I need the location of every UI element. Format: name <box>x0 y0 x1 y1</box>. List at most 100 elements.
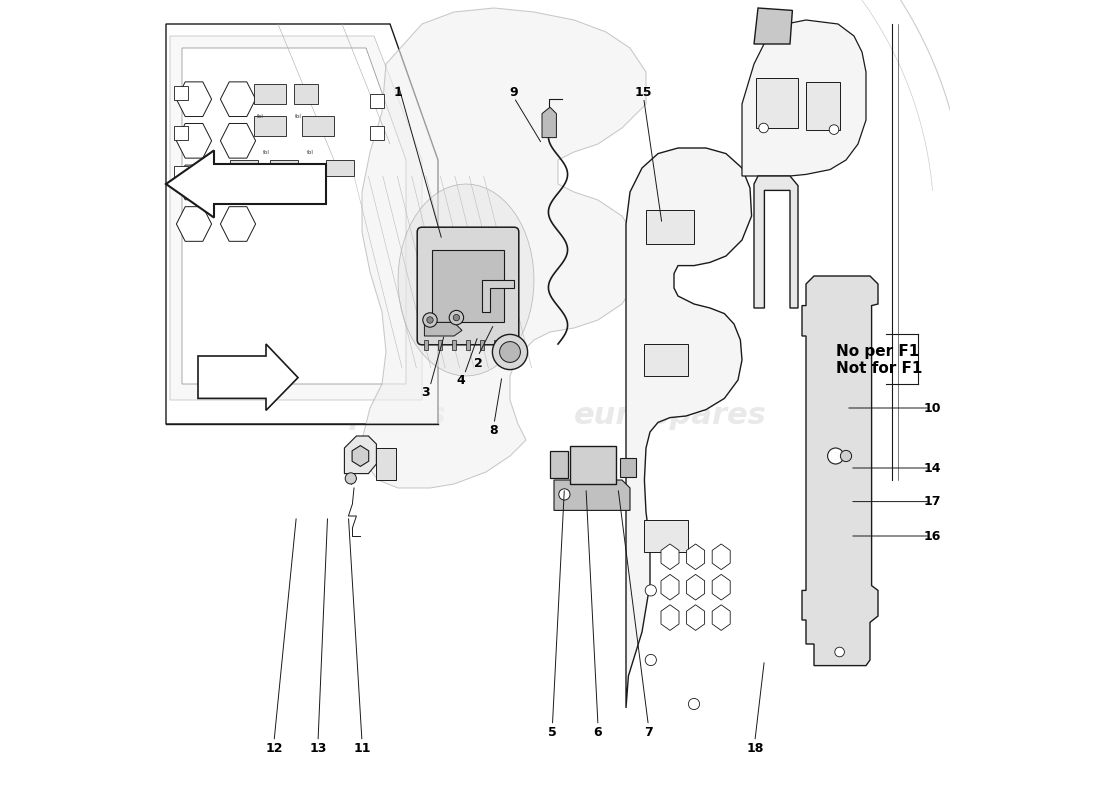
Text: 5: 5 <box>548 726 557 738</box>
Bar <box>294 84 318 104</box>
Polygon shape <box>482 280 514 312</box>
Polygon shape <box>802 276 878 666</box>
Circle shape <box>840 450 851 462</box>
Polygon shape <box>661 574 679 600</box>
Circle shape <box>345 473 356 484</box>
Bar <box>570 446 616 484</box>
Text: 13: 13 <box>309 742 327 754</box>
Bar <box>230 160 258 176</box>
Polygon shape <box>754 8 792 44</box>
Bar <box>326 160 354 176</box>
Polygon shape <box>220 82 255 117</box>
Polygon shape <box>166 24 438 424</box>
Bar <box>254 116 286 136</box>
Circle shape <box>449 310 463 325</box>
Bar <box>254 84 286 104</box>
Text: 15: 15 <box>635 86 652 98</box>
Polygon shape <box>712 544 730 570</box>
Polygon shape <box>170 36 422 400</box>
Bar <box>806 82 839 130</box>
Text: 2: 2 <box>474 358 483 370</box>
Text: 18: 18 <box>746 742 763 754</box>
Polygon shape <box>352 446 368 466</box>
Polygon shape <box>425 322 462 336</box>
Circle shape <box>559 489 570 500</box>
Bar <box>465 340 471 350</box>
Polygon shape <box>344 436 376 474</box>
Bar <box>174 126 188 140</box>
Circle shape <box>759 123 769 133</box>
Bar <box>370 94 384 108</box>
Polygon shape <box>686 574 705 600</box>
Text: 9: 9 <box>509 86 518 98</box>
FancyBboxPatch shape <box>417 227 519 345</box>
Text: 7: 7 <box>644 726 652 738</box>
Text: 8: 8 <box>490 424 498 437</box>
Polygon shape <box>661 544 679 570</box>
Polygon shape <box>182 48 406 384</box>
Circle shape <box>499 342 520 362</box>
Bar <box>270 160 298 176</box>
Polygon shape <box>220 165 255 200</box>
Polygon shape <box>176 206 211 242</box>
Text: 12: 12 <box>265 742 283 754</box>
Text: 6: 6 <box>594 726 603 738</box>
Polygon shape <box>754 176 798 308</box>
Polygon shape <box>712 605 730 630</box>
Text: fol: fol <box>257 114 264 118</box>
FancyBboxPatch shape <box>431 250 505 322</box>
Circle shape <box>689 698 700 710</box>
Text: 4: 4 <box>456 374 465 386</box>
Text: No per F1
Not for F1: No per F1 Not for F1 <box>836 344 923 376</box>
Polygon shape <box>198 344 298 410</box>
Bar <box>757 78 798 128</box>
Circle shape <box>453 314 460 321</box>
Bar <box>370 126 384 140</box>
Bar <box>480 340 484 350</box>
Polygon shape <box>176 123 211 158</box>
Text: 17: 17 <box>924 495 942 508</box>
Polygon shape <box>626 148 751 708</box>
Bar <box>550 451 568 478</box>
Polygon shape <box>176 165 211 200</box>
Polygon shape <box>362 8 646 488</box>
Polygon shape <box>712 574 730 600</box>
Circle shape <box>646 654 657 666</box>
Polygon shape <box>220 123 255 158</box>
Text: 10: 10 <box>924 402 942 414</box>
Circle shape <box>427 317 433 323</box>
Bar <box>174 166 188 180</box>
Polygon shape <box>686 605 705 630</box>
Polygon shape <box>542 107 557 138</box>
Text: 3: 3 <box>421 386 430 398</box>
Text: eurospares: eurospares <box>254 402 447 430</box>
Polygon shape <box>554 480 630 510</box>
Bar <box>645 520 689 552</box>
Circle shape <box>646 585 657 596</box>
Circle shape <box>827 448 844 464</box>
Text: 16: 16 <box>924 530 942 542</box>
Bar <box>452 340 456 350</box>
Polygon shape <box>398 184 534 376</box>
Text: 14: 14 <box>924 462 942 474</box>
Bar <box>424 340 428 350</box>
Polygon shape <box>661 605 679 630</box>
Bar <box>645 344 689 376</box>
Text: 11: 11 <box>353 742 371 754</box>
Bar <box>174 86 188 100</box>
Polygon shape <box>742 20 866 176</box>
Bar <box>507 340 513 350</box>
Text: fol: fol <box>307 150 314 154</box>
Polygon shape <box>166 150 326 218</box>
Polygon shape <box>220 206 255 242</box>
Bar <box>620 458 637 477</box>
Circle shape <box>835 647 845 657</box>
Bar <box>302 116 334 136</box>
Circle shape <box>422 313 437 327</box>
Bar <box>376 448 396 480</box>
Circle shape <box>829 125 839 134</box>
Circle shape <box>493 334 528 370</box>
Bar <box>438 340 442 350</box>
Text: fol: fol <box>263 150 270 154</box>
Bar <box>646 210 694 244</box>
